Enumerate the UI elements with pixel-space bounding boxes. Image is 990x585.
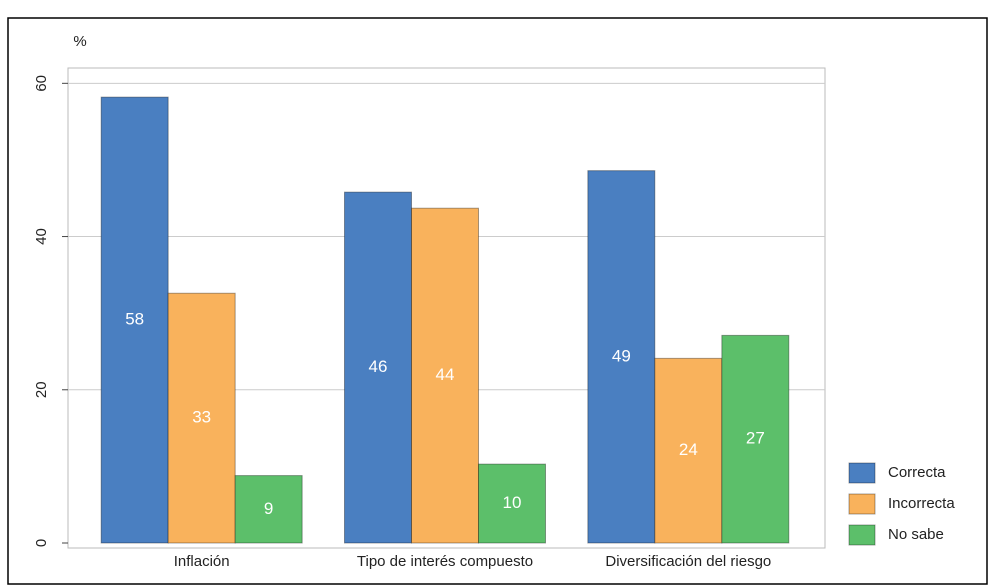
bar [478,463,546,544]
bar [411,207,479,544]
y-tick-label: 0 [33,539,50,547]
x-tick-label: Tipo de interés compuesto [357,553,533,570]
value-label: 9 [264,499,273,518]
frame [7,17,988,585]
value-label: 49 [612,346,631,365]
bar [344,191,412,544]
value-label: 27 [746,429,765,448]
x-tick-label: Inflación [174,553,230,570]
bar [721,334,790,544]
y-tick-label: 60 [33,75,50,92]
legend-swatch [848,462,876,484]
bar [167,292,236,544]
plot-area [67,67,826,549]
legend-swatch [848,493,876,515]
value-label: 58 [125,310,144,329]
x-tick-label: Diversificación del riesgo [605,553,771,570]
legend-label: Correcta [888,464,946,481]
bar [654,357,723,544]
bar [234,475,303,544]
legend-swatch [848,524,876,546]
y-unit: % [73,33,86,50]
bar [100,96,169,544]
y-tick-label: 40 [33,228,50,245]
y-tick-label: 20 [33,381,50,398]
bar [587,170,656,544]
value-label: 46 [369,357,388,376]
legend-label: Incorrecta [888,495,955,512]
value-label: 10 [503,493,522,512]
legend-label: No sabe [888,526,944,543]
value-label: 44 [436,365,455,384]
value-label: 24 [679,440,698,459]
value-label: 33 [192,408,211,427]
